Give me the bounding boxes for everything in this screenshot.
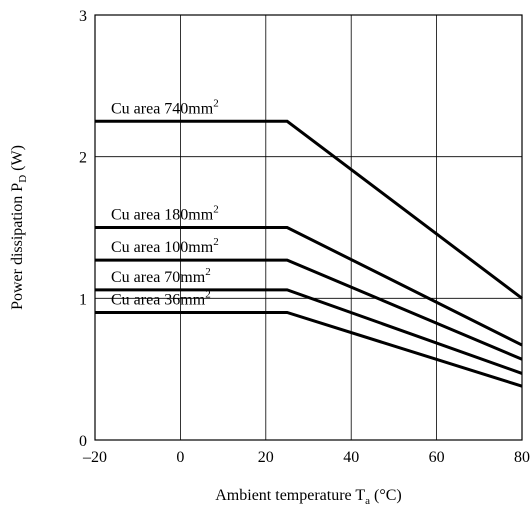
x-tick-label: 40 — [343, 449, 359, 466]
y-axis-title-subscript: D — [17, 175, 29, 183]
series-label-superscript: 2 — [205, 289, 211, 301]
series-line — [95, 258, 523, 361]
x-axis-title: Ambient temperature Ta (°C) — [215, 487, 402, 507]
series-label-superscript: 2 — [213, 236, 219, 248]
series-label: Cu area 740mm2 — [111, 97, 219, 117]
series-label: Cu area 180mm2 — [111, 204, 219, 224]
y-axis-title: Power dissipation PD (W) — [9, 145, 29, 310]
series-label-text: Cu area 70mm — [111, 269, 206, 286]
plot-frame — [94, 14, 523, 441]
y-axis-title-main: Power dissipation P — [9, 183, 26, 310]
y-tick-labels: 0 1 2 3 — [79, 8, 87, 450]
series-label-text: Cu area 180mm — [111, 207, 214, 224]
series-label-superscript: 2 — [213, 204, 219, 216]
series-label-superscript: 2 — [205, 266, 211, 278]
y-tick-label: 3 — [79, 8, 87, 25]
y-tick-label: 1 — [79, 291, 87, 308]
x-tick-label: 60 — [429, 449, 445, 466]
series-label-superscript: 2 — [213, 97, 219, 109]
series-line — [95, 288, 523, 375]
series-label: Cu area 100mm2 — [111, 236, 219, 256]
series-line — [95, 311, 523, 388]
series-label-text: Cu area 100mm — [111, 239, 214, 256]
x-axis-title-unit: (°C) — [370, 487, 402, 504]
y-tick-label: 0 — [79, 433, 87, 450]
x-tick-label: 0 — [176, 449, 184, 466]
y-axis-title-unit: (W) — [9, 145, 26, 175]
series-label: Cu area 36mm2 — [111, 289, 211, 309]
x-tick-label: 80 — [514, 449, 530, 466]
y-tick-label: 2 — [79, 150, 87, 167]
series-label-text: Cu area 740mm — [111, 100, 214, 117]
series-line — [95, 226, 523, 347]
x-axis-title-subscript: a — [365, 495, 370, 507]
series-line — [95, 119, 523, 300]
series-lines — [95, 119, 523, 388]
series-label-text: Cu area 36mm — [111, 292, 206, 309]
x-tick-labels: –20 0 20 40 60 80 — [82, 449, 530, 466]
x-tick-label: 20 — [258, 449, 274, 466]
x-axis-title-main: Ambient temperature T — [215, 487, 365, 504]
x-tick-label: –20 — [82, 449, 107, 466]
series-label: Cu area 70mm2 — [111, 266, 211, 286]
